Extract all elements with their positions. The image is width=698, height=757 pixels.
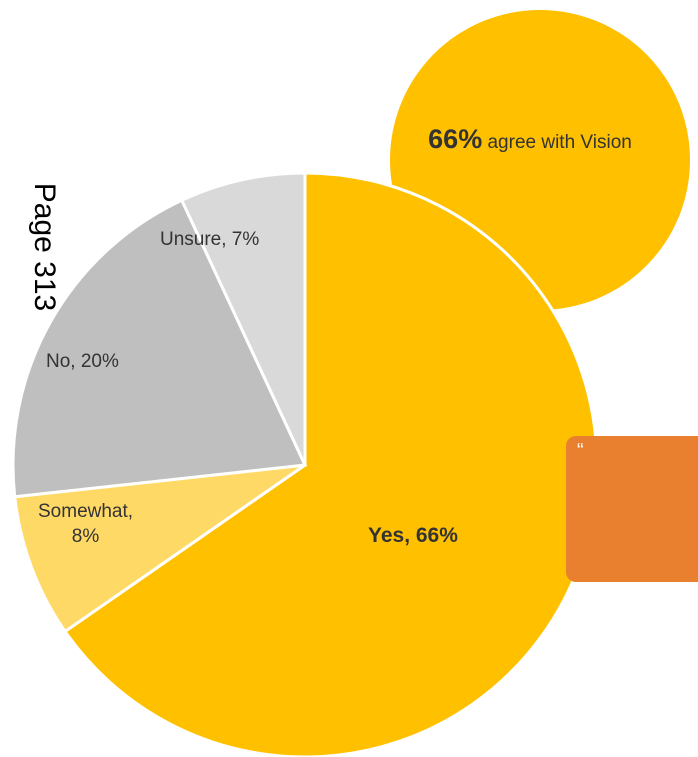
- slice-label-yes: Yes, 66%: [368, 524, 458, 547]
- slice-label-somewhat-line2: 8%: [71, 525, 100, 547]
- page-number-label: Page 313: [28, 182, 62, 312]
- callout-caption: agree with Vision: [487, 132, 632, 153]
- slice-label-unsure: Unsure, 7%: [160, 229, 260, 250]
- pie-slice-yes: [62, 171, 599, 757]
- slice-label-somewhat-line1: Somewhat,: [38, 501, 134, 522]
- slice-label-no: No, 20%: [46, 351, 119, 372]
- quote-box: [566, 436, 698, 582]
- pie-slice-somewhat: [13, 463, 306, 634]
- callout-text: 66% agree with Vision: [425, 123, 635, 157]
- pie-slice-unsure: [179, 171, 307, 466]
- callout-percent: 66%: [428, 124, 483, 154]
- quote-mark: “: [577, 440, 584, 462]
- slice-label-somewhat: Somewhat, 8%: [38, 500, 133, 549]
- pie-slice-no: [11, 198, 308, 499]
